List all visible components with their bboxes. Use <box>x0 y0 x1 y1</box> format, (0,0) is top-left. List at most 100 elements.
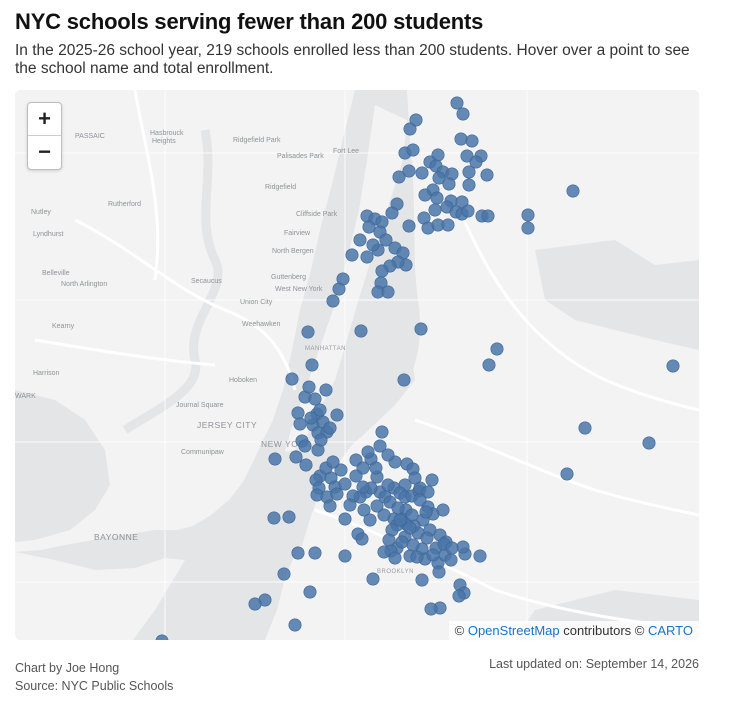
school-point[interactable] <box>560 467 574 481</box>
school-point[interactable] <box>381 448 395 462</box>
school-point[interactable] <box>462 165 476 179</box>
map-container[interactable]: PASSAIC Hasbrouck Heights Ridgefield Park Pa… <box>15 90 699 640</box>
school-point[interactable] <box>480 168 494 182</box>
school-point[interactable] <box>323 421 337 435</box>
school-point[interactable] <box>291 406 305 420</box>
school-point[interactable] <box>330 408 344 422</box>
school-point[interactable] <box>332 282 346 296</box>
school-point[interactable] <box>461 204 475 218</box>
school-point[interactable] <box>482 358 496 372</box>
school-point[interactable] <box>420 531 434 545</box>
school-point[interactable] <box>462 178 476 192</box>
school-point[interactable] <box>302 380 316 394</box>
school-point[interactable] <box>308 546 322 560</box>
school-point[interactable] <box>268 452 282 466</box>
school-point[interactable] <box>578 421 592 435</box>
school-points[interactable] <box>155 96 680 640</box>
school-point[interactable] <box>314 433 328 447</box>
carto-link[interactable]: CARTO <box>647 623 693 638</box>
school-point[interactable] <box>326 294 340 308</box>
school-point[interactable] <box>521 208 535 222</box>
school-point[interactable] <box>397 373 411 387</box>
school-point[interactable] <box>406 143 420 157</box>
school-point[interactable] <box>481 209 495 223</box>
school-point[interactable] <box>452 589 466 603</box>
school-point[interactable] <box>354 324 368 338</box>
school-point[interactable] <box>299 458 313 472</box>
school-point[interactable] <box>381 478 395 492</box>
school-point[interactable] <box>293 417 307 431</box>
school-point[interactable] <box>366 238 380 252</box>
school-point[interactable] <box>323 499 337 513</box>
school-point[interactable] <box>267 511 281 525</box>
school-point[interactable] <box>330 487 344 501</box>
school-point[interactable] <box>289 450 303 464</box>
school-point[interactable] <box>450 96 464 110</box>
school-point[interactable] <box>405 508 419 522</box>
school-point[interactable] <box>375 264 389 278</box>
school-point[interactable] <box>424 602 438 616</box>
school-point[interactable] <box>403 521 417 535</box>
school-point[interactable] <box>373 439 387 453</box>
school-point[interactable] <box>345 248 359 262</box>
school-point[interactable] <box>326 455 340 469</box>
school-point[interactable] <box>454 132 468 146</box>
school-point[interactable] <box>473 549 487 563</box>
school-point[interactable] <box>375 425 389 439</box>
school-point[interactable] <box>285 372 299 386</box>
school-point[interactable] <box>377 545 391 559</box>
school-point[interactable] <box>402 219 416 233</box>
school-point[interactable] <box>469 155 483 169</box>
school-point[interactable] <box>319 383 333 397</box>
school-point[interactable] <box>421 485 435 499</box>
school-point[interactable] <box>642 436 656 450</box>
school-point[interactable] <box>248 597 262 611</box>
school-point[interactable] <box>666 359 680 373</box>
school-point[interactable] <box>334 463 348 477</box>
school-point[interactable] <box>436 503 450 517</box>
school-point[interactable] <box>428 203 442 217</box>
school-point[interactable] <box>356 480 370 494</box>
school-point[interactable] <box>430 191 444 205</box>
school-point[interactable] <box>444 553 458 567</box>
school-point[interactable] <box>406 538 420 552</box>
school-point[interactable] <box>419 505 433 519</box>
school-point[interactable] <box>277 567 291 581</box>
school-point[interactable] <box>382 533 396 547</box>
school-point[interactable] <box>410 550 424 564</box>
school-point[interactable] <box>415 166 429 180</box>
school-point[interactable] <box>379 233 393 247</box>
school-point[interactable] <box>490 342 504 356</box>
school-point[interactable] <box>338 549 352 563</box>
school-point[interactable] <box>369 461 383 475</box>
school-point[interactable] <box>305 358 319 372</box>
school-point[interactable] <box>282 510 296 524</box>
zoom-out-button[interactable]: − <box>28 135 61 168</box>
school-point[interactable] <box>402 164 416 178</box>
school-point[interactable] <box>360 250 374 264</box>
school-point[interactable] <box>441 218 455 232</box>
school-point[interactable] <box>313 403 327 417</box>
school-point[interactable] <box>298 439 312 453</box>
school-point[interactable] <box>460 149 474 163</box>
openstreetmap-link[interactable]: OpenStreetMap <box>467 623 560 638</box>
school-point[interactable] <box>426 548 440 562</box>
zoom-in-button[interactable]: + <box>38 106 51 131</box>
school-point[interactable] <box>445 541 459 555</box>
school-point[interactable] <box>415 573 429 587</box>
school-point[interactable] <box>465 134 479 148</box>
school-point[interactable] <box>303 585 317 599</box>
school-point[interactable] <box>388 551 402 565</box>
school-point[interactable] <box>385 206 399 220</box>
school-point[interactable] <box>370 499 384 513</box>
school-point[interactable] <box>362 220 376 234</box>
school-point[interactable] <box>361 445 375 459</box>
school-point[interactable] <box>393 513 407 527</box>
school-point[interactable] <box>155 634 169 640</box>
school-point[interactable] <box>414 322 428 336</box>
school-point[interactable] <box>521 221 535 235</box>
school-point[interactable] <box>392 170 406 184</box>
school-point[interactable] <box>432 565 446 579</box>
school-point[interactable] <box>456 107 470 121</box>
